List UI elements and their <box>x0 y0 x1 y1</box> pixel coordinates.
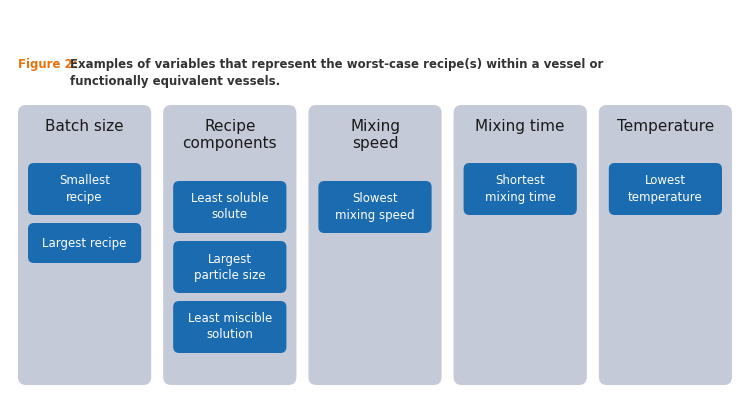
Text: Figure 2:: Figure 2: <box>18 58 78 71</box>
Text: Slowest
mixing speed: Slowest mixing speed <box>335 192 415 221</box>
Text: Least miscible
solution: Least miscible solution <box>188 312 272 341</box>
FancyBboxPatch shape <box>173 181 286 233</box>
FancyBboxPatch shape <box>173 301 286 353</box>
Text: Largest
particle size: Largest particle size <box>194 252 266 281</box>
FancyBboxPatch shape <box>319 181 431 233</box>
FancyBboxPatch shape <box>454 105 586 385</box>
Text: Examples of variables that represent the worst-case recipe(s) within a vessel or: Examples of variables that represent the… <box>70 58 603 88</box>
Text: Lowest
temperature: Lowest temperature <box>628 174 703 204</box>
FancyBboxPatch shape <box>164 105 296 385</box>
FancyBboxPatch shape <box>18 105 152 385</box>
Text: Smallest
recipe: Smallest recipe <box>59 174 110 204</box>
FancyBboxPatch shape <box>28 163 141 215</box>
FancyBboxPatch shape <box>598 105 732 385</box>
Text: Recipe
components: Recipe components <box>182 119 277 151</box>
FancyBboxPatch shape <box>308 105 442 385</box>
Text: Mixing
speed: Mixing speed <box>350 119 400 151</box>
FancyBboxPatch shape <box>28 223 141 263</box>
FancyBboxPatch shape <box>173 241 286 293</box>
Text: Temperature: Temperature <box>616 119 714 134</box>
Text: Mixing time: Mixing time <box>476 119 565 134</box>
FancyBboxPatch shape <box>609 163 722 215</box>
Text: Shortest
mixing time: Shortest mixing time <box>484 174 556 204</box>
Text: Largest recipe: Largest recipe <box>43 236 127 249</box>
Text: Batch size: Batch size <box>45 119 124 134</box>
FancyBboxPatch shape <box>464 163 577 215</box>
Text: Least soluble
solute: Least soluble solute <box>191 192 268 221</box>
